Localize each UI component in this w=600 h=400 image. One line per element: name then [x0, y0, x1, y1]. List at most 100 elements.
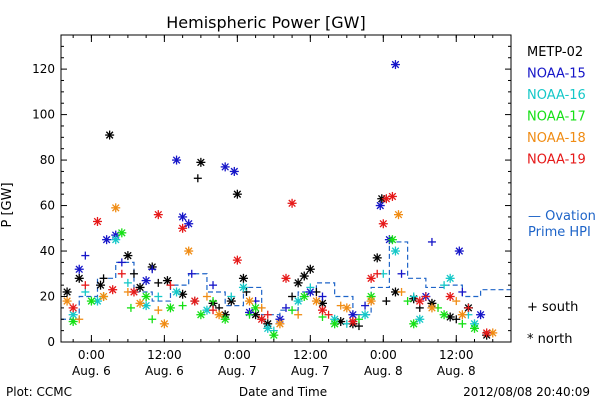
south-point: [154, 278, 163, 287]
plot-frame: [60, 34, 512, 343]
y-tick-label: 0: [47, 335, 55, 349]
x-tick-label-time: 12:00: [439, 348, 474, 362]
north-point: [68, 317, 78, 327]
north-point: [108, 285, 118, 295]
south-point: [187, 269, 196, 278]
north-point: [409, 319, 419, 329]
ovation-prime-model-line: [61, 241, 511, 320]
north-point: [293, 278, 303, 288]
south-point: [202, 292, 211, 301]
north-point: [269, 330, 279, 340]
north-point: [232, 189, 242, 199]
north-point: [457, 310, 467, 320]
footer-plot-credit: Plot: CCMC: [6, 385, 72, 399]
south-point: [154, 306, 163, 315]
south-point: [209, 297, 218, 306]
north-point: [141, 276, 151, 286]
south-point: [409, 292, 418, 301]
north-point: [238, 282, 248, 292]
north-point: [141, 292, 151, 302]
north-point: [378, 219, 388, 229]
south-point: [452, 297, 461, 306]
north-point: [263, 323, 273, 333]
legend-metp-02: METP-02: [527, 45, 583, 60]
south-point: [81, 281, 90, 290]
north-point: [196, 157, 206, 167]
north-point: [162, 276, 172, 286]
north-point: [245, 296, 255, 306]
north-point: [317, 305, 327, 315]
legend-noaa-19: NOAA-19: [527, 153, 586, 168]
north-point: [229, 166, 239, 176]
south-point: [342, 319, 351, 328]
south-point: [354, 315, 363, 324]
y-tick-label: 80: [40, 153, 55, 167]
north-point: [99, 292, 109, 302]
north-point: [96, 280, 106, 290]
north-point: [299, 271, 309, 281]
north-point: [394, 210, 403, 220]
south-point: [458, 319, 467, 328]
north-point: [172, 287, 182, 297]
north-point: [445, 292, 455, 302]
model-legend-line1: — Ovation: [528, 209, 596, 224]
series-noaa-15: [74, 60, 486, 324]
south-point: [245, 310, 254, 319]
south-point: [126, 303, 135, 312]
north-point: [454, 246, 464, 256]
y-tick-label: 40: [40, 244, 55, 258]
y-tick-label: 20: [40, 290, 55, 304]
x-tick-label-time: 0:00: [370, 348, 397, 362]
south-point: [288, 306, 297, 315]
north-point: [445, 273, 455, 283]
south-point: [458, 287, 467, 296]
south-point: [397, 269, 406, 278]
x-tick-label-time: 12:00: [293, 348, 328, 362]
north-point: [178, 223, 188, 233]
south-point: [403, 297, 412, 306]
south-point: [154, 292, 163, 301]
south-point: [464, 303, 473, 312]
south-point: [336, 301, 345, 310]
south-point: [81, 251, 90, 260]
south-point: [75, 315, 84, 324]
series-noaa-16: [68, 235, 480, 335]
north-point: [311, 296, 321, 306]
north-point: [123, 251, 133, 261]
south-point: [354, 322, 363, 331]
north-point: [257, 314, 267, 324]
south-point: [148, 265, 157, 274]
x-tick-label-date: Aug. 6: [145, 364, 184, 378]
north-point: [305, 264, 315, 274]
north-point: [220, 314, 230, 324]
x-axis-label: Date and Time: [239, 385, 327, 399]
north-point: [470, 323, 480, 333]
south-point: [421, 292, 430, 301]
north-point: [476, 310, 486, 320]
series-noaa-18: [62, 203, 498, 338]
south-point: [282, 303, 290, 312]
north-point: [62, 296, 72, 306]
north-point: [415, 314, 425, 324]
north-point: [165, 303, 175, 313]
north-point: [299, 292, 309, 302]
south-point: [361, 301, 370, 310]
x-tick-label-time: 12:00: [147, 348, 182, 362]
south-point: [294, 310, 303, 319]
north-point: [86, 296, 96, 306]
south-point: [324, 310, 333, 319]
x-tick-label-time: 0:00: [78, 348, 105, 362]
north-point: [439, 310, 449, 320]
x-tick-label-time: 0:00: [224, 348, 251, 362]
north-point: [135, 298, 145, 308]
south-point: [209, 306, 218, 315]
series-metp-02: [62, 130, 492, 340]
south-point: [117, 269, 126, 278]
series-noaa-19: [68, 191, 492, 338]
north-point: [387, 191, 397, 201]
y-tick-label: 60: [40, 199, 55, 213]
y-axis-label: P [GW]: [0, 182, 15, 227]
south-marker-legend: + south: [527, 300, 578, 315]
south-point: [382, 297, 391, 306]
north-point: [287, 198, 297, 208]
